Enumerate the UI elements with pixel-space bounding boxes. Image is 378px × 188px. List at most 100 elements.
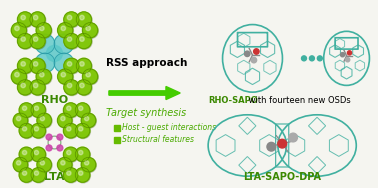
Circle shape: [20, 103, 34, 118]
Circle shape: [19, 123, 34, 138]
Circle shape: [76, 148, 90, 162]
Circle shape: [11, 69, 26, 84]
Circle shape: [310, 56, 314, 61]
Circle shape: [22, 150, 27, 155]
Circle shape: [33, 15, 38, 20]
Circle shape: [82, 23, 98, 38]
Text: LTA-SAPO-DPA: LTA-SAPO-DPA: [243, 172, 321, 182]
Text: RHO-SAPO: RHO-SAPO: [208, 96, 258, 105]
Circle shape: [84, 161, 89, 165]
Circle shape: [20, 148, 34, 162]
Circle shape: [19, 103, 34, 117]
Circle shape: [14, 114, 28, 128]
Circle shape: [34, 127, 39, 131]
Circle shape: [79, 106, 83, 111]
Circle shape: [64, 34, 80, 49]
Circle shape: [76, 58, 91, 74]
Circle shape: [31, 12, 46, 28]
Circle shape: [64, 80, 79, 95]
Circle shape: [18, 12, 33, 28]
Circle shape: [21, 15, 25, 20]
Circle shape: [31, 168, 46, 183]
Circle shape: [64, 103, 79, 118]
Circle shape: [37, 70, 52, 85]
Circle shape: [30, 80, 45, 95]
Circle shape: [37, 158, 52, 173]
Circle shape: [17, 33, 33, 49]
Circle shape: [64, 124, 79, 139]
Circle shape: [61, 116, 65, 121]
Circle shape: [37, 114, 52, 128]
Circle shape: [57, 113, 72, 128]
Circle shape: [19, 168, 34, 182]
Circle shape: [347, 51, 352, 55]
Circle shape: [36, 69, 51, 84]
Circle shape: [34, 106, 39, 111]
Circle shape: [18, 80, 33, 96]
Circle shape: [79, 171, 83, 175]
Circle shape: [64, 80, 80, 96]
Circle shape: [31, 103, 45, 117]
Circle shape: [30, 33, 45, 49]
Circle shape: [40, 116, 45, 121]
Circle shape: [254, 49, 259, 54]
Circle shape: [17, 12, 33, 27]
Circle shape: [57, 157, 72, 172]
Circle shape: [16, 116, 21, 121]
Circle shape: [79, 150, 83, 155]
Circle shape: [14, 158, 28, 173]
Circle shape: [76, 124, 90, 139]
Circle shape: [67, 62, 72, 66]
Circle shape: [61, 72, 65, 77]
Circle shape: [76, 168, 90, 183]
Circle shape: [82, 114, 96, 128]
Circle shape: [16, 161, 21, 165]
Circle shape: [79, 127, 83, 131]
Circle shape: [20, 168, 34, 183]
Circle shape: [82, 69, 98, 84]
Circle shape: [31, 34, 46, 49]
Circle shape: [84, 116, 89, 121]
Circle shape: [58, 158, 73, 173]
Circle shape: [81, 113, 96, 128]
Circle shape: [83, 23, 98, 39]
Circle shape: [31, 168, 45, 182]
Circle shape: [12, 23, 27, 39]
Circle shape: [33, 83, 38, 88]
Circle shape: [302, 56, 307, 61]
Circle shape: [76, 12, 91, 27]
Circle shape: [64, 58, 79, 74]
Circle shape: [58, 23, 73, 39]
Circle shape: [64, 168, 79, 183]
Circle shape: [31, 147, 45, 162]
Circle shape: [13, 157, 28, 172]
Circle shape: [86, 26, 90, 31]
Circle shape: [57, 145, 63, 151]
Text: LTA: LTA: [44, 172, 65, 182]
Circle shape: [75, 147, 90, 162]
Circle shape: [67, 150, 71, 155]
Circle shape: [40, 26, 44, 31]
Circle shape: [75, 123, 90, 138]
Circle shape: [31, 59, 46, 74]
Circle shape: [345, 58, 350, 62]
Circle shape: [81, 157, 96, 172]
Circle shape: [64, 168, 78, 182]
Circle shape: [54, 34, 74, 54]
Circle shape: [76, 80, 91, 95]
Circle shape: [67, 127, 71, 131]
Text: Structural features: Structural features: [122, 135, 194, 144]
Circle shape: [31, 103, 46, 118]
Circle shape: [13, 113, 28, 128]
Circle shape: [31, 124, 46, 139]
Circle shape: [46, 134, 52, 140]
Circle shape: [20, 124, 34, 139]
Circle shape: [31, 148, 46, 162]
Circle shape: [64, 123, 78, 138]
Circle shape: [80, 37, 84, 41]
Circle shape: [67, 37, 72, 41]
Circle shape: [267, 142, 276, 151]
Circle shape: [22, 171, 27, 175]
Circle shape: [35, 34, 55, 54]
Circle shape: [35, 53, 55, 73]
